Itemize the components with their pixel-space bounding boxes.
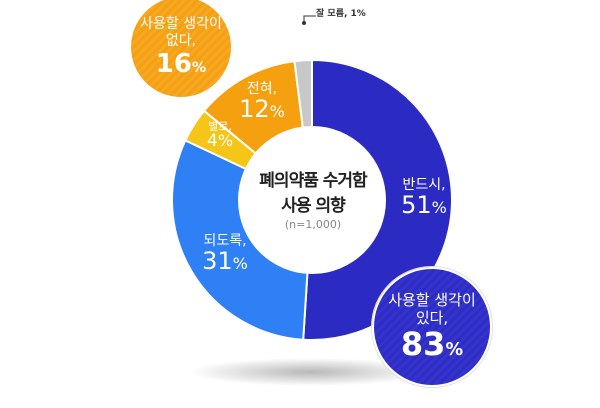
chart-center-title: 폐의약품 수거함 사용 의향 (n=1,000) bbox=[238, 166, 388, 231]
center-title-line1: 폐의약품 수거함 bbox=[259, 171, 367, 191]
chart-shadow bbox=[190, 358, 430, 386]
label-preferably: 되도록, 31% bbox=[202, 233, 248, 275]
unknown-leader-line bbox=[303, 15, 316, 22]
center-sample-size: (n=1,000) bbox=[284, 218, 342, 231]
label-not-really: 별로, 4% bbox=[206, 120, 234, 151]
center-title-line2: 사용 의향 bbox=[281, 196, 345, 216]
label-unknown: 잘 모름, 1% bbox=[316, 9, 366, 19]
unknown-leader-dot bbox=[302, 21, 306, 25]
donut-hole bbox=[238, 126, 386, 274]
label-never: 전혀, 12% bbox=[239, 81, 285, 123]
bubble-not-intend: 사용할 생각이 없다, 16% bbox=[131, 0, 231, 97]
bubble-intend: 사용할 생각이 있다, 83% bbox=[372, 267, 492, 387]
label-always: 반드시, 51% bbox=[401, 177, 447, 219]
